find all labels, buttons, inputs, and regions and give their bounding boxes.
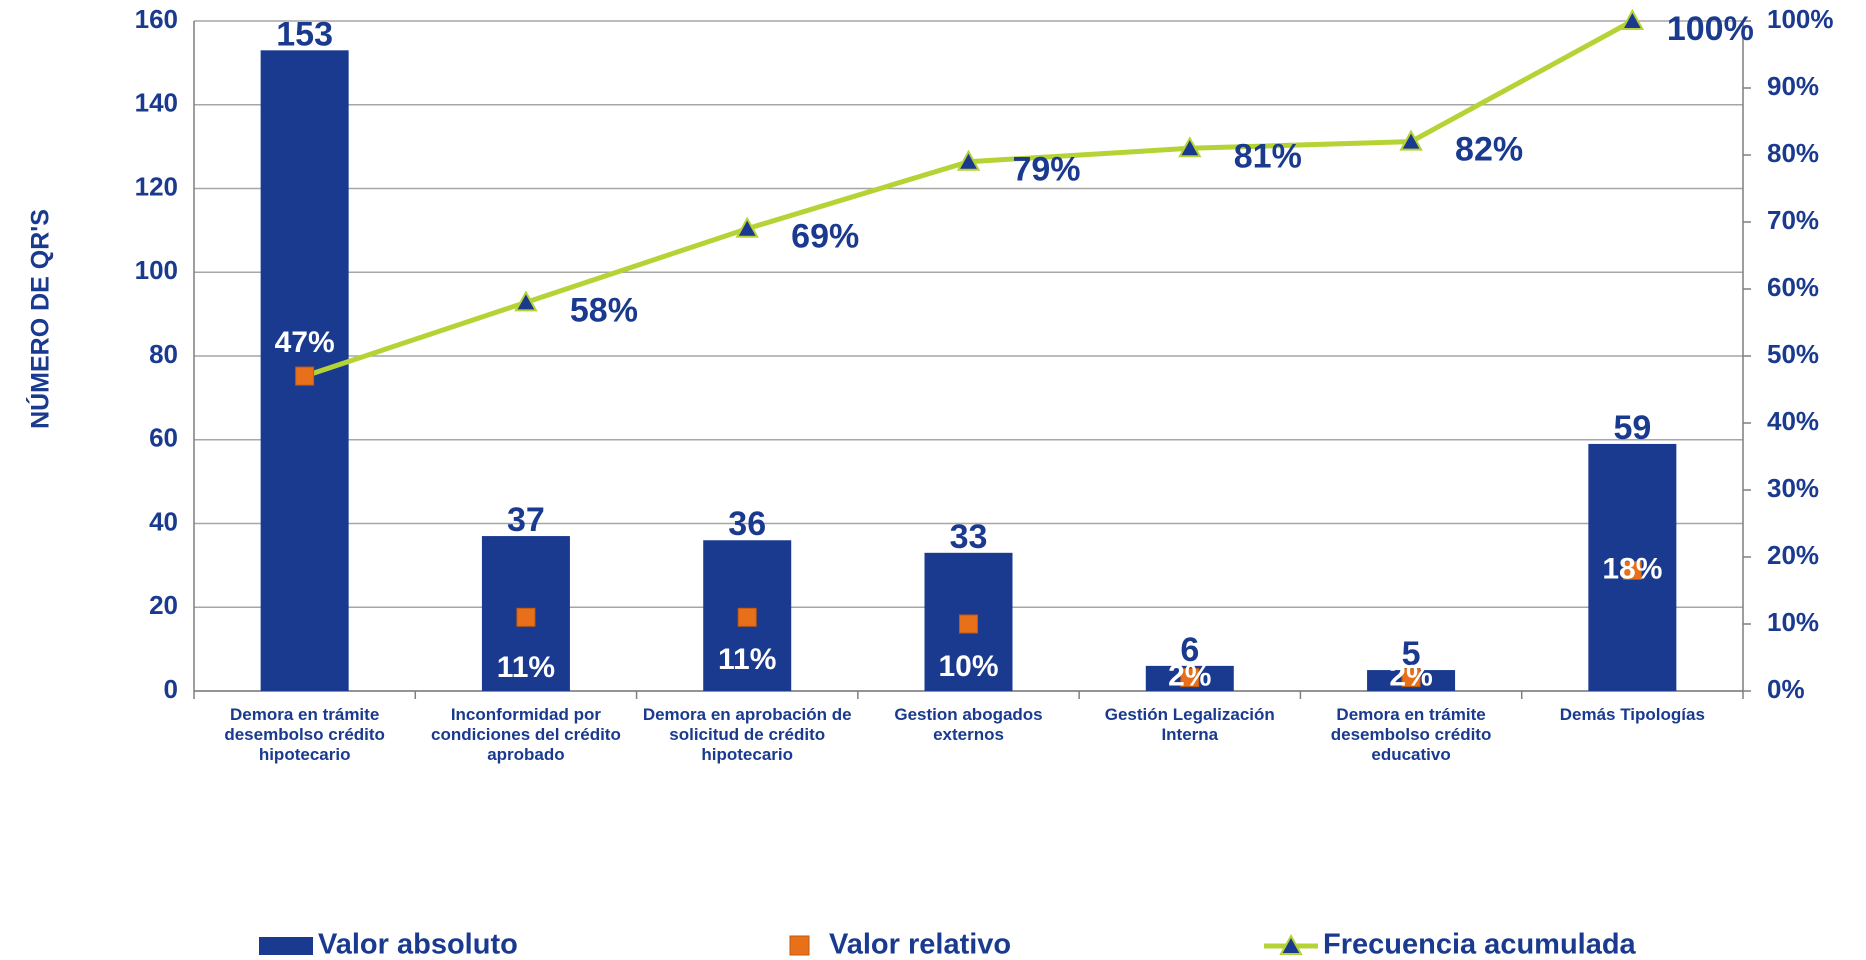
cumulative-value-label: 81%: [1234, 137, 1302, 175]
legend-swatch: [259, 937, 313, 955]
relative-marker: [295, 366, 315, 386]
relative-marker: [1622, 560, 1642, 580]
bar-value-label: 36: [728, 505, 766, 543]
legend-label: Valor absoluto: [318, 929, 518, 960]
y-tick-label: 80: [149, 339, 178, 369]
x-tick-label: Inconformidad por condiciones del crédit…: [430, 705, 621, 764]
y-tick-label: 120: [135, 171, 178, 201]
x-tick-label: Gestión Legalización Interna: [1104, 705, 1275, 744]
bar-value-label: 33: [950, 518, 988, 556]
y-tick-label: 140: [135, 88, 178, 118]
relative-value-label: 2%: [1168, 660, 1211, 693]
relative-value-label: 11%: [718, 643, 776, 676]
bar-value-label: 153: [276, 15, 333, 53]
cumulative-marker: [1178, 136, 1202, 158]
cumulative-value-label: 79%: [1012, 151, 1080, 189]
bar-value-label: 37: [507, 501, 545, 539]
bar-value-label: 5: [1402, 635, 1421, 673]
cumulative-value-label: 100%: [1667, 10, 1754, 48]
y-tick-label: 0: [164, 674, 178, 704]
relative-marker: [1180, 668, 1200, 688]
relative-marker: [737, 607, 757, 627]
cumulative-marker: [1399, 129, 1423, 151]
y2-tick-label: 70%: [1767, 205, 1819, 235]
relative-marker: [516, 607, 536, 627]
legend-label: Frecuencia acumulada: [1323, 929, 1637, 960]
legend-swatch: [1279, 933, 1303, 955]
cumulative-value-label: 58%: [570, 291, 638, 329]
cumulative-marker: [735, 216, 759, 238]
relative-value-label: 18%: [1602, 552, 1662, 585]
y2-tick-label: 10%: [1767, 607, 1819, 637]
y2-tick-label: 50%: [1767, 339, 1819, 369]
y2-tick-label: 30%: [1767, 473, 1819, 503]
x-tick-label: Demora en trámite desembolso crédito hip…: [224, 705, 385, 764]
relative-marker: [1401, 668, 1421, 688]
y2-tick-label: 20%: [1767, 540, 1819, 570]
y-axis-title: NÚMERO DE QR'S: [25, 209, 55, 429]
y2-tick-label: 80%: [1767, 138, 1819, 168]
y2-tick-label: 100%: [1767, 4, 1834, 34]
relative-value-label: 2%: [1389, 660, 1432, 693]
relative-value-label: 10%: [938, 650, 998, 683]
y2-tick-label: 40%: [1767, 406, 1819, 436]
y2-tick-label: 60%: [1767, 272, 1819, 302]
y-tick-label: 100: [135, 255, 178, 285]
x-tick-label: Demora en aprobación de solicitud de cré…: [642, 705, 852, 764]
cumulative-marker: [514, 290, 538, 312]
x-tick-label: Demora en trámite desembolso crédito edu…: [1330, 705, 1492, 764]
legend-label: Valor relativo: [829, 929, 1011, 960]
x-tick-label: Demás Tipologías: [1559, 705, 1705, 724]
relative-marker: [959, 614, 978, 634]
cumulative-value-label: 69%: [791, 218, 859, 256]
y-tick-label: 60: [149, 423, 178, 453]
cumulative-marker: [1620, 8, 1645, 30]
bar-value-label: 59: [1613, 409, 1651, 447]
relative-value-label: 11%: [497, 651, 555, 684]
cumulative-marker: [956, 149, 981, 171]
x-tick-label: Gestion abogados externos: [894, 705, 1043, 744]
y2-tick-label: 90%: [1767, 71, 1819, 101]
y-tick-label: 20: [149, 590, 178, 620]
y2-tick-label: 0%: [1767, 674, 1805, 704]
y-tick-label: 160: [135, 4, 178, 34]
bar-value-label: 6: [1180, 631, 1199, 669]
cumulative-value-label: 82%: [1455, 131, 1523, 169]
cumulative-line: [303, 18, 1634, 379]
y-tick-label: 40: [149, 506, 178, 536]
legend-swatch: [789, 935, 810, 956]
relative-value-label: 47%: [275, 326, 335, 359]
